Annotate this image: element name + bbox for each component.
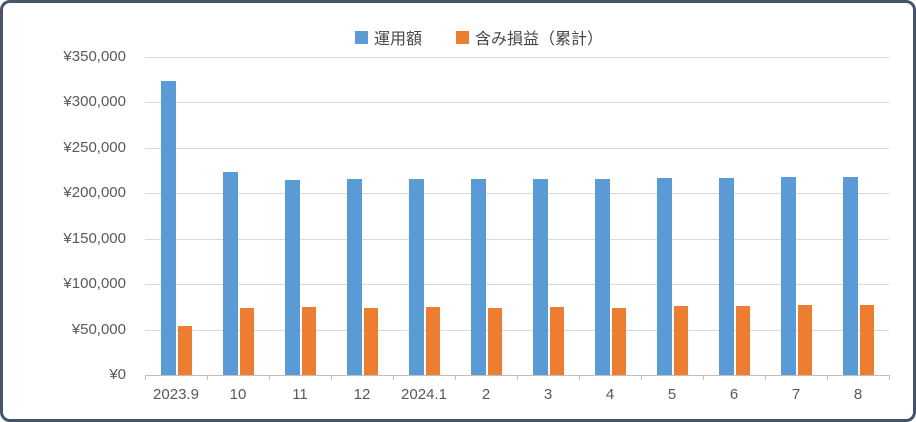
x-axis-tick <box>703 375 704 380</box>
bar-operation-amount <box>843 177 858 375</box>
y-axis-tick-label: ¥0 <box>109 366 126 383</box>
x-axis-tick-label: 7 <box>791 386 801 403</box>
bar-operation-amount <box>223 172 238 375</box>
x-axis-tick-label: 12 <box>353 386 371 403</box>
gridline <box>145 57 889 58</box>
y-axis-tick-label: ¥300,000 <box>63 93 126 110</box>
plot-area <box>145 57 890 380</box>
x-axis-tick <box>765 375 766 380</box>
bar-unrealized-profit-loss-cumulative <box>178 326 192 375</box>
legend-label-unrealized-pl: 含み損益（累計） <box>475 31 604 48</box>
y-axis-tick-label: ¥250,000 <box>63 139 126 156</box>
x-axis-tick-label: 2023.9 <box>153 386 199 403</box>
legend-label-operation-amount: 運用額 <box>373 31 422 48</box>
x-axis-tick <box>269 375 270 380</box>
bar-unrealized-profit-loss-cumulative <box>860 305 874 375</box>
y-axis-tick-label: ¥50,000 <box>71 321 126 338</box>
x-axis-tick-label: 4 <box>605 386 615 403</box>
legend: 運用額 含み損益（累計） <box>24 25 913 49</box>
x-axis-tick-label: 2024.1 <box>401 386 447 403</box>
legend-swatch-blue-icon <box>354 30 368 44</box>
bar-operation-amount <box>657 178 672 375</box>
y-axis-tick-label: ¥100,000 <box>63 275 126 292</box>
gridline <box>145 284 889 285</box>
bar-operation-amount <box>533 179 548 375</box>
x-axis-tick-label: 8 <box>853 386 863 403</box>
bar-operation-amount <box>347 179 362 375</box>
bar-operation-amount <box>781 177 796 375</box>
bar-operation-amount <box>409 179 424 375</box>
x-axis-tick <box>455 375 456 380</box>
bar-unrealized-profit-loss-cumulative <box>612 308 626 375</box>
x-axis-tick-label: 10 <box>229 386 247 403</box>
bar-unrealized-profit-loss-cumulative <box>364 308 378 375</box>
bar-unrealized-profit-loss-cumulative <box>240 308 254 375</box>
y-axis-tick-label: ¥350,000 <box>63 48 126 65</box>
bar-operation-amount <box>595 179 610 375</box>
x-axis-tick <box>145 375 146 380</box>
gridline <box>145 193 889 194</box>
gridline <box>145 330 889 331</box>
bar-unrealized-profit-loss-cumulative <box>426 307 440 375</box>
bar-operation-amount <box>719 178 734 375</box>
gridline <box>145 239 889 240</box>
x-axis-tick-label: 5 <box>667 386 677 403</box>
bar-operation-amount <box>161 81 176 375</box>
x-axis-tick <box>579 375 580 380</box>
gridline <box>145 148 889 149</box>
x-axis-tick-label: 6 <box>729 386 739 403</box>
x-axis-tick <box>641 375 642 380</box>
gridline <box>145 102 889 103</box>
bar-unrealized-profit-loss-cumulative <box>736 306 750 375</box>
x-axis-tick <box>517 375 518 380</box>
legend-swatch-orange-icon <box>456 30 469 44</box>
x-axis-tick <box>207 375 208 380</box>
x-axis-tick-label: 2 <box>481 386 491 403</box>
bar-unrealized-profit-loss-cumulative <box>302 307 316 375</box>
x-axis-tick <box>827 375 828 380</box>
bar-unrealized-profit-loss-cumulative <box>798 305 812 375</box>
x-axis-tick <box>393 375 394 380</box>
bar-operation-amount <box>285 180 300 375</box>
legend-item-operation-amount: 運用額 <box>354 25 422 49</box>
y-axis-tick-label: ¥200,000 <box>63 184 126 201</box>
bar-unrealized-profit-loss-cumulative <box>550 307 564 375</box>
legend-item-unrealized-pl: 含み損益（累計） <box>456 25 603 49</box>
x-axis-tick-label: 11 <box>292 386 308 403</box>
x-axis-tick-label: 3 <box>543 386 553 403</box>
x-axis-tick <box>331 375 332 380</box>
bar-unrealized-profit-loss-cumulative <box>488 308 502 375</box>
y-axis-tick-label: ¥150,000 <box>63 230 126 247</box>
x-axis-tick <box>889 375 890 380</box>
bar-unrealized-profit-loss-cumulative <box>674 306 688 375</box>
bar-operation-amount <box>471 179 486 375</box>
